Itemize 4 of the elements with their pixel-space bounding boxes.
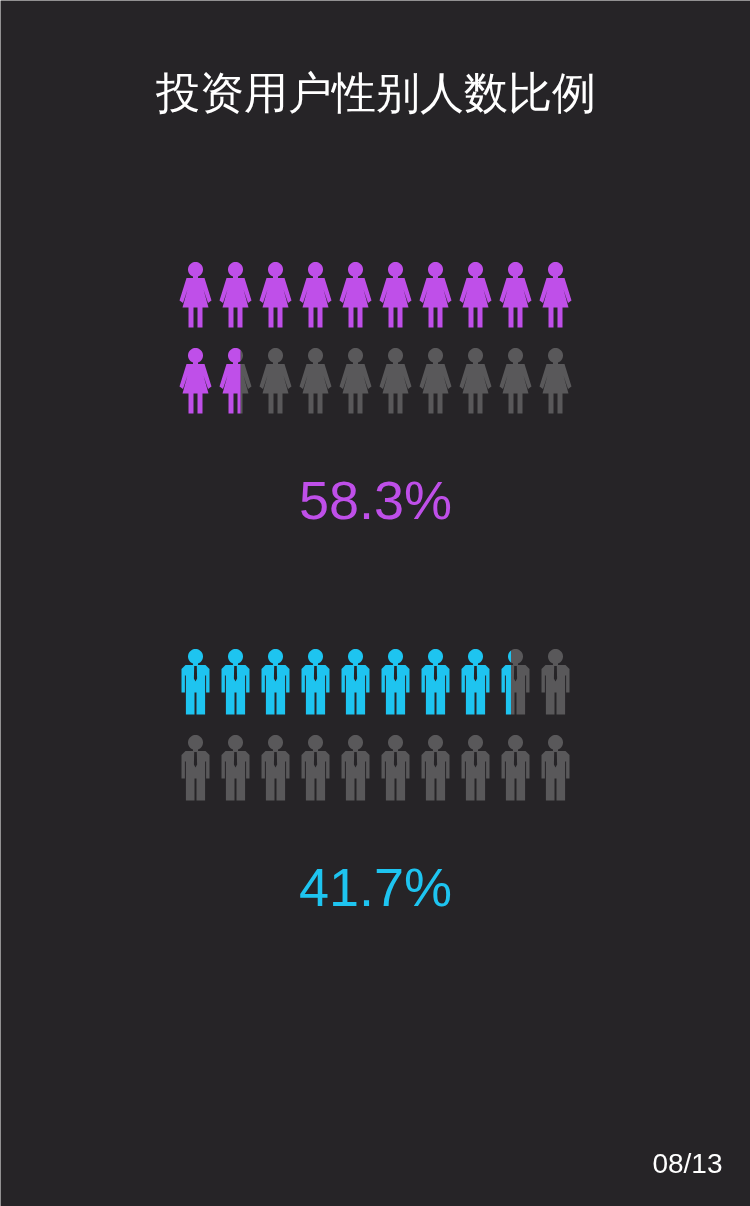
- data-label: 41.7%: [298, 856, 453, 917]
- text: 投资用户性别人数比例: [154, 67, 596, 118]
- text: 08/13: [652, 1148, 723, 1179]
- data-label: 58.3%: [298, 469, 453, 530]
